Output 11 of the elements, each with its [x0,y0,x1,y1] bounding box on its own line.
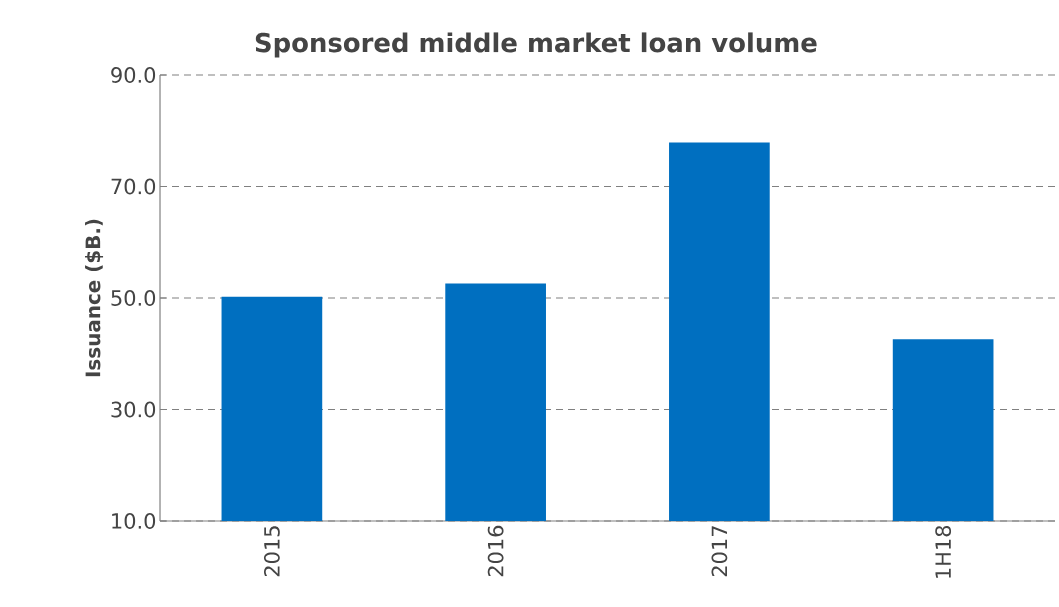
x-tick-label: 1H18 [935,525,952,578]
x-tick-label: 2016 [487,525,504,577]
x-tick-label: 2015 [263,526,280,577]
y-tick-label: 30.0 [111,401,156,418]
chart-title: Sponsored middle market loan volume [255,32,817,58]
y-tick-label: 50.0 [111,290,156,306]
x-tick-label: 2017 [711,526,728,577]
y-axis-title: Issuance ($B.) [85,219,104,377]
y-tick-label: 10.0 [112,513,156,529]
y-tick-label: 70.0 [111,178,156,195]
y-tick-label: 90.0 [111,67,156,83]
